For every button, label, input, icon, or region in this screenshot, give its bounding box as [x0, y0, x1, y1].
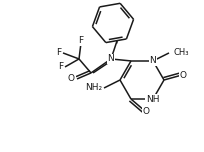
- Text: N: N: [150, 56, 156, 66]
- Text: NH₂: NH₂: [85, 83, 102, 93]
- Text: F: F: [58, 62, 63, 71]
- Text: CH₃: CH₃: [173, 48, 188, 57]
- Text: N: N: [108, 54, 114, 63]
- Text: O: O: [143, 107, 150, 116]
- Text: F: F: [78, 36, 84, 45]
- Text: O: O: [180, 71, 186, 79]
- Text: F: F: [56, 48, 61, 57]
- Text: NH: NH: [146, 95, 160, 104]
- Text: O: O: [68, 74, 75, 83]
